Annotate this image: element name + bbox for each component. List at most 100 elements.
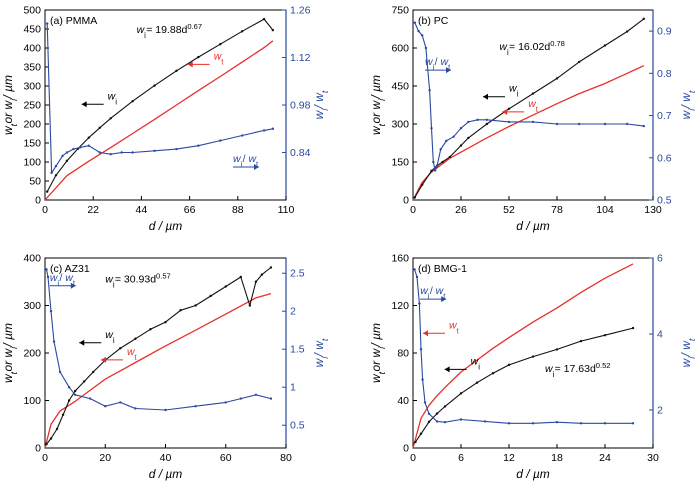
y-left-tick-label: 300 [391,119,409,131]
y-right-axis-label: wi / wt [312,338,330,367]
y-left-tick-label: 120 [391,300,409,312]
series-point [254,393,258,396]
series-point [443,405,447,408]
series-point [430,127,433,130]
x-tick-label: 12 [503,452,515,464]
series-point [55,427,59,431]
series-point [78,146,82,149]
panel-label: (a) PMMA [50,15,97,27]
series-point [73,393,77,396]
series-point [435,412,439,415]
series-point [49,310,53,313]
annotation-arrowhead [100,356,106,363]
x-tick-label: 0 [42,452,48,464]
y-right-tick-label: 0.98 [290,100,311,112]
annotation: wt [528,98,539,114]
series-point [104,405,107,408]
series-point [418,302,421,305]
series-point [120,151,123,154]
series-point [423,401,427,404]
x-tick-label: 24 [599,452,611,464]
annotation: wi / wt [233,153,259,169]
series-point [424,46,428,50]
series-point [507,120,511,124]
series-point [175,69,178,73]
y-left-tick-label: 0 [35,195,41,207]
y-right-tick-label: 2 [290,306,296,318]
series-point [87,136,91,139]
x-tick-label: 78 [551,204,563,216]
panel-label: (b) PC [418,15,449,27]
series-point [109,117,112,120]
series-point [415,275,419,279]
x-axis-label: d / µm [516,467,550,481]
y-left-axis-label: wt or wi / µm [369,323,387,383]
x-tick-label: 30 [647,452,659,464]
series-point [269,397,273,400]
series-point [194,405,197,408]
series-point [82,380,86,383]
x-tick-label: 44 [136,204,148,216]
y-right-tick-label: 1.12 [290,52,311,64]
series-point [240,30,244,33]
x-tick-label: 60 [220,452,232,464]
series-point [485,122,489,126]
series-point [507,422,511,425]
series-point [153,84,156,87]
annotation-arrowhead [81,101,87,108]
x-tick-label: 40 [160,452,172,464]
series-point [485,118,489,121]
annotation: wi / wt [425,56,451,72]
x-axis-label: d / µm [149,219,183,233]
annotation-arrowhead [502,108,508,115]
annotation: wt [214,50,225,66]
y-left-tick-label: 100 [23,157,41,169]
annotation: wi / wt [50,272,76,288]
series-point [50,171,53,175]
series-point [417,29,420,33]
y-left-tick-label: 150 [23,138,41,150]
series-point [413,268,416,271]
series-point [579,422,583,425]
annotation: wt [449,319,460,335]
series-point [531,92,535,95]
series-point [131,151,134,154]
x-tick-label: 0 [410,452,416,464]
series-point [98,151,101,154]
series-point [475,381,479,384]
y-left-tick-label: 300 [23,300,41,312]
y-left-tick-label: 600 [391,43,409,55]
y-right-tick-label: 0.84 [290,147,311,159]
series-point [92,370,95,374]
series-point [459,144,463,147]
annotation: wt [127,346,138,362]
series-point [262,17,266,21]
y-left-tick-label: 50 [29,176,41,188]
series-point [67,399,71,402]
series-point [419,432,423,435]
series-point [262,129,266,132]
series-point [197,144,200,147]
series-point [175,147,178,151]
x-tick-label: 104 [596,204,614,216]
series-point [421,378,424,381]
series-point [54,174,58,177]
annotation-arrowhead [441,296,447,303]
annotation: wi [105,329,115,345]
y-left-tick-label: 750 [391,5,409,17]
series-point [430,169,433,173]
y-left-tick-label: 200 [23,119,41,131]
series-point [603,422,607,425]
series-line-wiwt [414,269,633,424]
annotation: wi / wt [420,285,446,301]
annotation: wi [509,83,519,99]
series-point [476,118,479,121]
annotation-arrowhead [253,164,259,170]
series-point [483,420,487,423]
annotation-arrowhead [444,366,450,373]
y-left-axis-label: wt or wi / µm [1,75,19,135]
series-point [427,412,431,415]
series-point [164,408,167,412]
